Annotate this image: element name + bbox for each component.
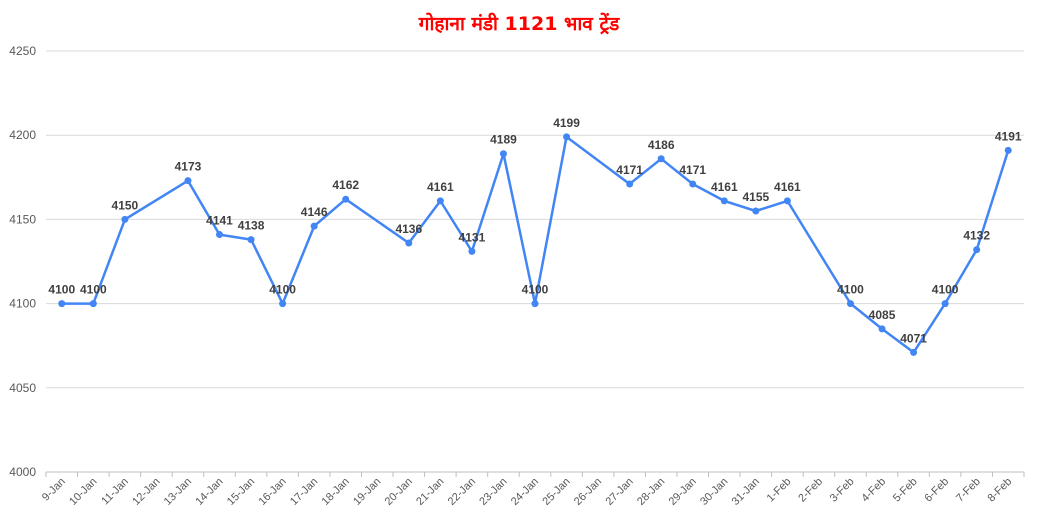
x-tick-label: 12-Jan <box>130 476 162 508</box>
data-point <box>58 300 66 308</box>
x-tick-label: 7-Feb <box>954 476 983 505</box>
data-point <box>121 215 129 223</box>
data-series <box>58 133 1012 356</box>
x-tick-label: 23-Jan <box>477 476 509 508</box>
data-label: 4189 <box>490 133 517 147</box>
x-tick-label: 24-Jan <box>509 476 541 508</box>
data-point <box>783 197 791 205</box>
y-tick-label: 4050 <box>9 381 36 395</box>
data-point <box>689 180 697 188</box>
data-labels: 4100 4100 4150 4173 4141 4138 4100 4146 4162 4136… <box>48 116 1021 346</box>
series-line <box>61 135 1010 354</box>
data-label: 4085 <box>869 308 896 322</box>
y-axis: 4000 4050 4100 4150 4200 4250 <box>9 44 36 479</box>
x-tick-label: 21-Jan <box>414 476 446 508</box>
data-point <box>910 348 918 356</box>
data-label: 4100 <box>48 283 75 297</box>
y-tick-label: 4100 <box>9 297 36 311</box>
data-point <box>216 231 224 239</box>
x-tick-label: 19-Jan <box>351 476 383 508</box>
data-point <box>563 133 571 141</box>
x-tick-label: 6-Feb <box>922 476 951 505</box>
x-tick-label: 8-Feb <box>986 476 1015 505</box>
data-point <box>878 325 886 333</box>
data-point <box>720 197 728 205</box>
x-tick-label: 29-Jan <box>667 476 699 508</box>
data-label: 4199 <box>553 116 580 130</box>
data-point <box>184 177 192 185</box>
x-tick-label: 9-Jan <box>40 476 68 504</box>
data-point <box>752 207 760 215</box>
data-point <box>846 300 854 308</box>
y-tick-label: 4150 <box>9 212 36 226</box>
x-tick-label: 3-Feb <box>828 476 857 505</box>
gridlines <box>46 50 1024 389</box>
data-label: 4141 <box>206 214 233 228</box>
x-tick-label: 28-Jan <box>635 476 667 508</box>
data-label: 4150 <box>112 198 139 212</box>
data-point <box>342 195 350 203</box>
x-tick-label: 5-Feb <box>891 476 920 505</box>
data-point <box>279 300 287 308</box>
x-tick-label: 11-Jan <box>99 476 131 508</box>
y-tick-label: 4250 <box>9 44 36 58</box>
y-tick-label: 4000 <box>9 465 36 479</box>
x-tick-label: 16-Jan <box>256 476 288 508</box>
x-tick-label: 31-Jan <box>730 476 762 508</box>
data-label: 4191 <box>995 129 1022 143</box>
data-label: 4173 <box>175 160 202 174</box>
data-label: 4132 <box>963 229 990 243</box>
x-tick-label: 14-Jan <box>193 476 225 508</box>
data-point <box>310 222 318 230</box>
data-label: 4100 <box>80 283 107 297</box>
data-point <box>436 197 444 205</box>
data-point <box>1004 146 1012 154</box>
x-tick-label: 30-Jan <box>698 476 730 508</box>
data-label: 4171 <box>616 163 643 177</box>
data-label: 4138 <box>238 219 265 233</box>
data-label: 4146 <box>301 205 328 219</box>
data-point <box>531 300 539 308</box>
x-tick-label: 18-Jan <box>320 476 352 508</box>
x-tick-label: 15-Jan <box>225 476 257 508</box>
x-tick-label: 20-Jan <box>383 476 415 508</box>
data-point <box>247 236 255 244</box>
data-label: 4071 <box>900 331 927 345</box>
data-point <box>499 150 507 158</box>
data-point <box>468 247 476 255</box>
x-tick-label: 10-Jan <box>67 476 99 508</box>
data-point <box>626 180 634 188</box>
y-tick-label: 4200 <box>9 128 36 142</box>
x-tick-label: 25-Jan <box>540 476 572 508</box>
data-label: 4161 <box>774 180 801 194</box>
chart-title: गोहाना मंडी 1121 भाव ट्रेंड <box>418 12 620 35</box>
x-tick-label: 26-Jan <box>572 476 604 508</box>
data-label: 4171 <box>679 163 706 177</box>
data-point <box>941 300 949 308</box>
data-point <box>973 246 981 254</box>
data-label: 4155 <box>742 190 769 204</box>
data-label: 4162 <box>332 178 359 192</box>
data-label: 4131 <box>459 230 486 244</box>
data-label: 4100 <box>522 283 549 297</box>
data-label: 4186 <box>648 138 675 152</box>
data-point <box>405 239 413 247</box>
data-point <box>89 300 97 308</box>
data-label: 4100 <box>932 283 959 297</box>
x-tick-label: 27-Jan <box>603 476 635 508</box>
data-label: 4161 <box>711 180 738 194</box>
x-tick-label: 2-Feb <box>796 476 825 505</box>
x-tick-label: 22-Jan <box>446 476 478 508</box>
x-tick-label: 1-Feb <box>765 476 794 505</box>
data-label: 4100 <box>269 283 296 297</box>
x-tick-label: 4-Feb <box>859 476 888 505</box>
x-tick-label: 13-Jan <box>162 476 194 508</box>
x-axis: 9-Jan 10-Jan 11-Jan 12-Jan 13-Jan 14-Jan 15-Ja… <box>40 471 1025 508</box>
data-label: 4100 <box>837 283 864 297</box>
data-point <box>657 155 665 163</box>
data-label: 4161 <box>427 180 454 194</box>
data-label: 4136 <box>395 222 422 236</box>
x-tick-label: 17-Jan <box>288 476 320 508</box>
